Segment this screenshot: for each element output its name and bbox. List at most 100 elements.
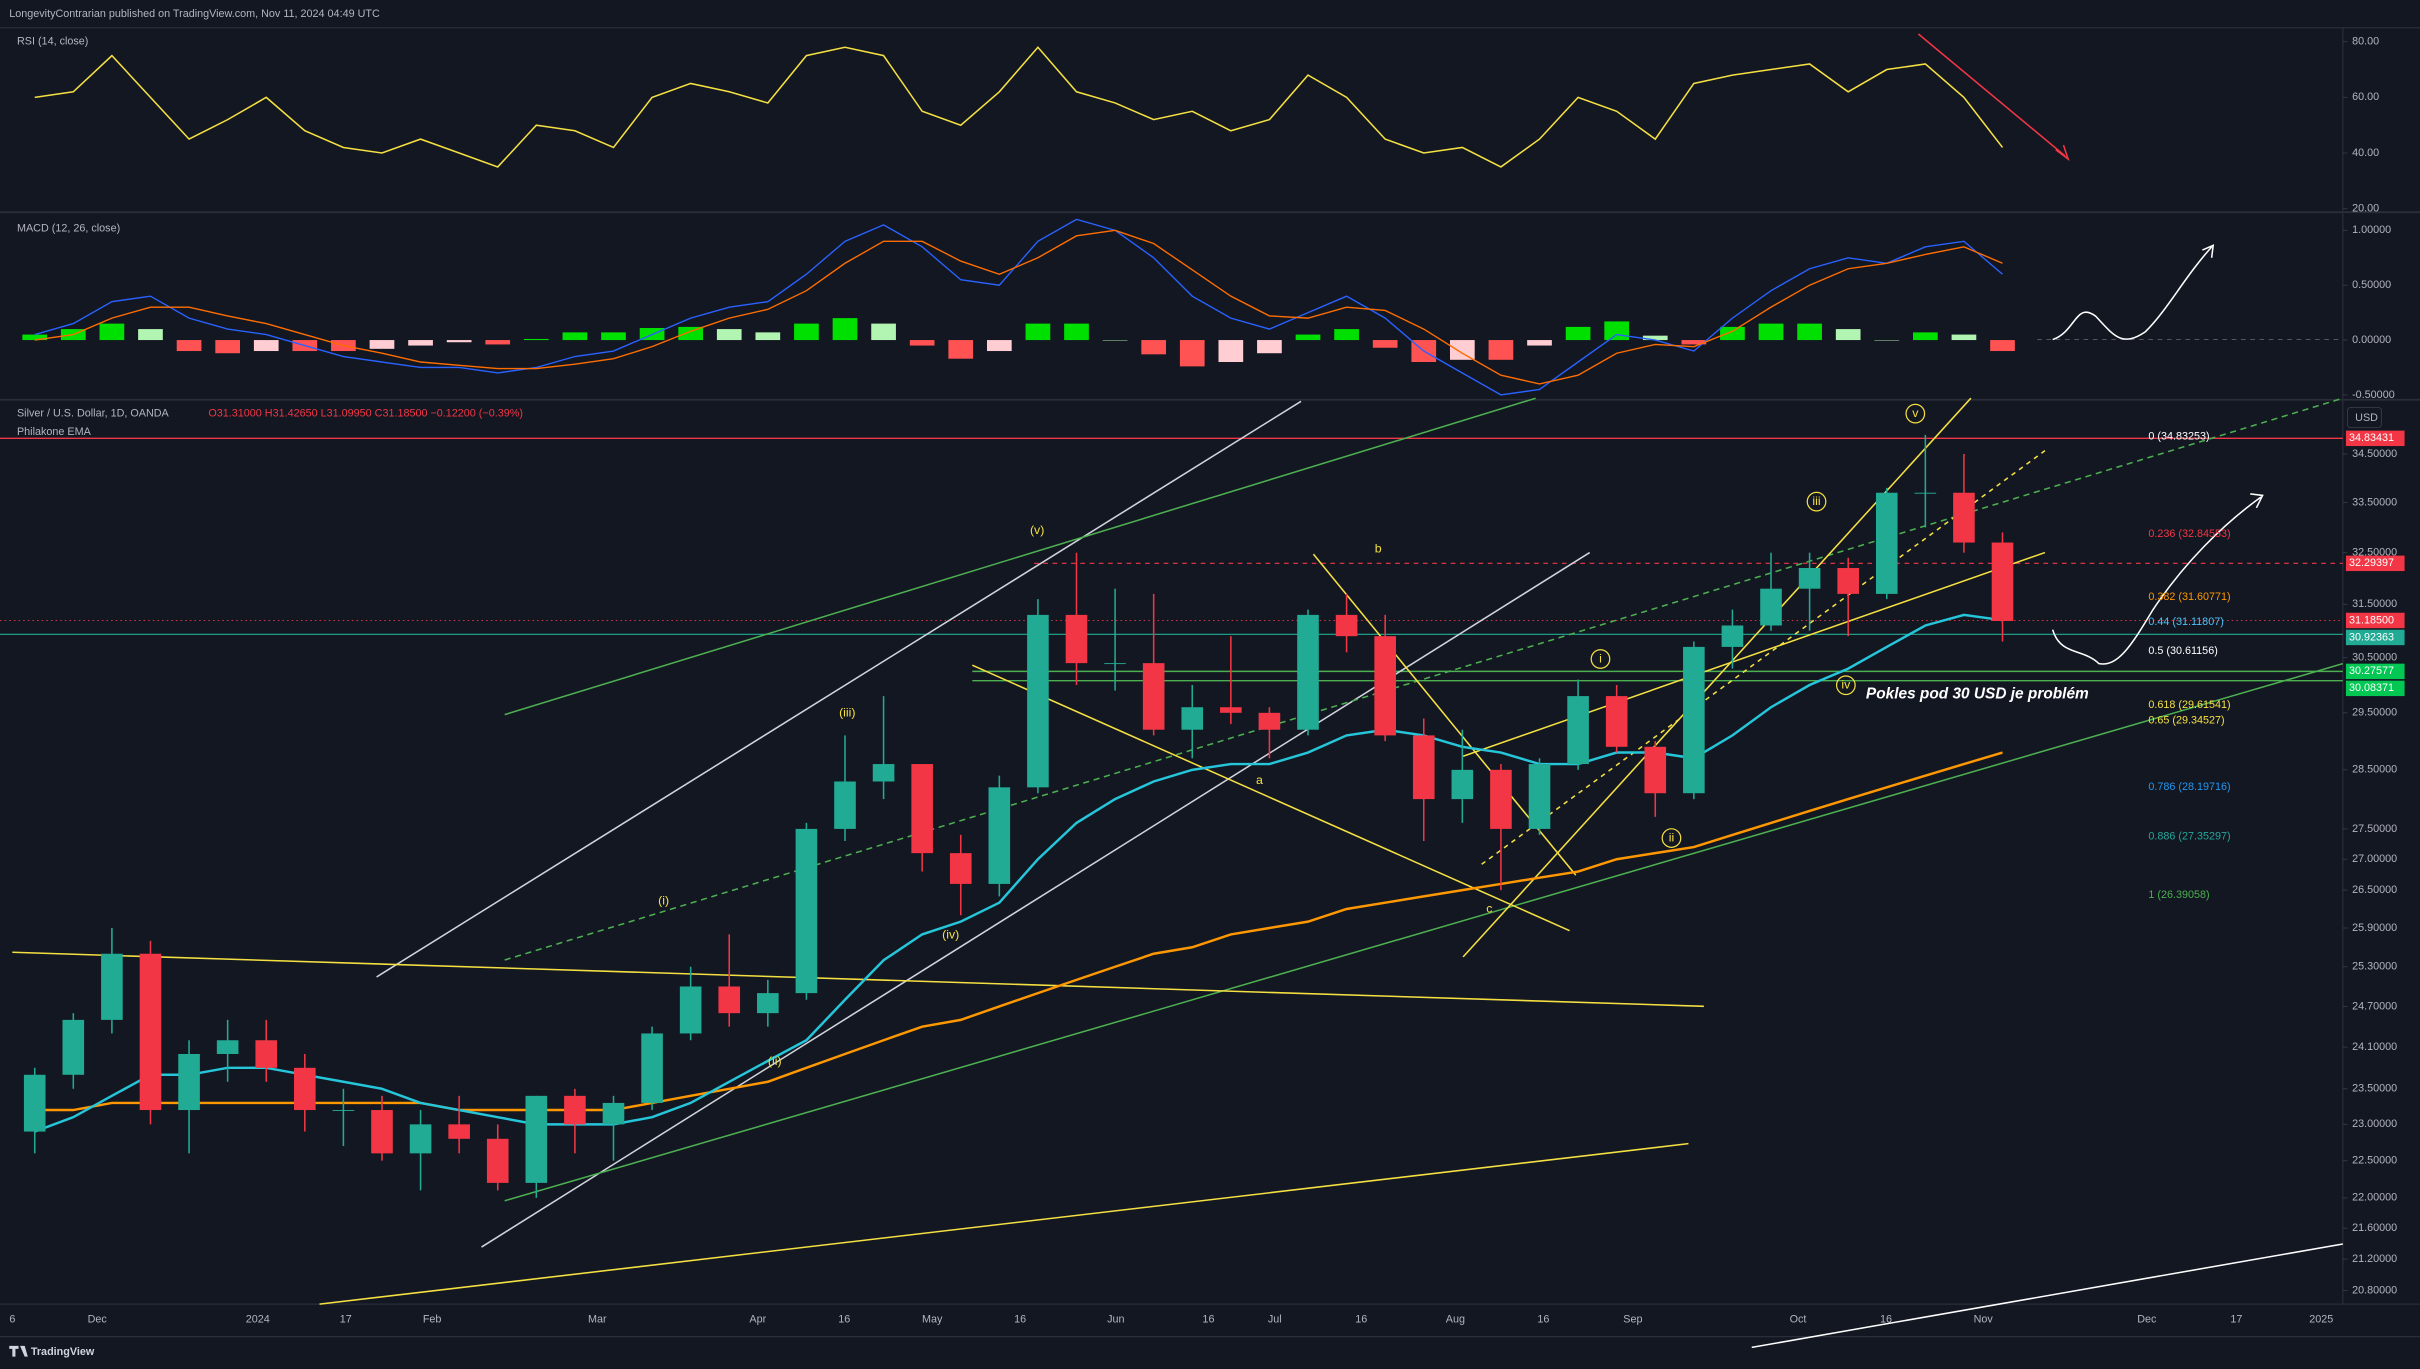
- currency[interactable]: USD: [2355, 412, 2378, 424]
- candle-body: [679, 986, 702, 1034]
- candle-body: [1374, 636, 1396, 736]
- histogram-bar: [1527, 340, 1552, 346]
- candle-body: [1644, 746, 1667, 794]
- candle-body: [641, 1033, 663, 1103]
- x-tick-label: Oct: [1790, 1313, 1807, 1325]
- histogram-bar: [446, 340, 472, 343]
- histogram-bar: [716, 329, 742, 341]
- x-tick-label: Nov: [1974, 1313, 1994, 1325]
- fib-label: 0.5 (30.61156): [2148, 645, 2217, 657]
- histogram-bar: [678, 326, 704, 341]
- candle-body: [1991, 542, 2014, 621]
- y-tick-label: 24.70000: [2352, 1000, 2397, 1012]
- wave-label: ii: [1669, 830, 1674, 844]
- x-tick-label: 17: [2230, 1313, 2242, 1325]
- wave-label: (v): [1030, 523, 1044, 537]
- histogram-bar: [601, 332, 626, 341]
- histogram-bar: [138, 329, 163, 341]
- y-tick-label: 40.00: [2352, 147, 2379, 159]
- candle-body: [1567, 696, 1589, 765]
- histogram-bar: [1604, 321, 1630, 341]
- price-tag: 31.18500: [2349, 614, 2394, 626]
- candle-body: [178, 1053, 200, 1111]
- histogram-bar: [1449, 340, 1475, 360]
- candle-body: [795, 828, 818, 994]
- levels: [0, 339, 2343, 682]
- x-tick-label: 6: [9, 1313, 15, 1325]
- price-tag-bg: [2345, 612, 2405, 629]
- candle-body: [1953, 492, 1975, 543]
- histogram-bar: [22, 334, 48, 341]
- fib-label: 0.65 (29.34527): [2148, 715, 2224, 727]
- wave-label: (ii): [768, 1054, 782, 1068]
- x-tick-label: Mar: [588, 1313, 607, 1325]
- y-tick-label: 25.90000: [2352, 922, 2397, 934]
- ohlc: O31.31000 H31.42650 L31.09950 C31.18500 …: [208, 407, 523, 419]
- x-tick-label: Dec: [2137, 1313, 2157, 1325]
- y-tick-label: 27.50000: [2352, 823, 2397, 835]
- histogram-bar: [1218, 340, 1244, 363]
- candle-body: [1798, 568, 1821, 589]
- ema-line: [34, 613, 2003, 1133]
- currency-box[interactable]: [2346, 407, 2382, 428]
- histogram-bar: [523, 338, 549, 341]
- histogram-bar: [909, 340, 935, 346]
- macd-label: MACD (12, 26, close): [17, 222, 120, 234]
- candle-body: [486, 1138, 509, 1183]
- histogram-bar: [1064, 323, 1089, 341]
- histogram-bar: [948, 340, 974, 359]
- candle-body: [1875, 492, 1898, 594]
- candle-body: [1104, 663, 1126, 665]
- x-tick-label: Apr: [749, 1313, 766, 1325]
- histogram-bar: [1835, 329, 1861, 341]
- fib-label: 1 (26.39058): [2148, 889, 2209, 901]
- histogram-bar: [1951, 334, 1977, 341]
- histogram-bar: [1758, 323, 1784, 341]
- y-tick-label: 21.20000: [2352, 1253, 2397, 1265]
- histogram-bar: [1295, 334, 1321, 341]
- histogram-bar: [1565, 326, 1591, 341]
- wave-label: i: [1599, 651, 1602, 665]
- candle-body: [911, 764, 933, 854]
- candle-body: [1220, 707, 1242, 713]
- candle-body: [371, 1110, 393, 1154]
- candle-body: [23, 1074, 46, 1132]
- fib-label: 0 (34.83253): [2148, 431, 2209, 443]
- histogram-bar: [1257, 340, 1282, 354]
- y-tick-label: 26.50000: [2352, 884, 2397, 896]
- wave-circle: [1835, 675, 1856, 696]
- histogram-bar: [1681, 340, 1707, 345]
- candle-body: [834, 781, 856, 829]
- x-tick-label: Jun: [1107, 1313, 1124, 1325]
- candle-body: [1528, 764, 1551, 829]
- histogram-bar: [755, 332, 781, 341]
- candle-body: [255, 1040, 278, 1068]
- signal-line: [34, 229, 2003, 385]
- candle-body: [718, 986, 741, 1014]
- candle-body: [1490, 769, 1512, 829]
- candle-body: [448, 1124, 470, 1139]
- candle-body: [216, 1040, 239, 1054]
- histogram-bar: [1334, 329, 1359, 341]
- histogram-bar: [253, 340, 279, 352]
- wave-label: iii: [1812, 494, 1820, 508]
- histogram-bar: [99, 323, 125, 341]
- histogram-bar: [1642, 335, 1668, 341]
- candle-body: [1335, 614, 1358, 637]
- candle-body: [332, 1110, 355, 1111]
- note: Pokles pod 30 USD je problém: [1866, 686, 2089, 703]
- candle-body: [139, 953, 162, 1111]
- candle-body: [101, 953, 123, 1020]
- wave-label: (iii): [839, 705, 855, 719]
- x-tick-label: Feb: [423, 1313, 442, 1325]
- rsi-label: RSI (14, close): [17, 36, 88, 48]
- candle-body: [988, 787, 1011, 884]
- wave-circle: [1590, 649, 1611, 669]
- y-tick-label: -0.50000: [2352, 389, 2395, 401]
- histogram-bar: [1990, 340, 2015, 352]
- y-tick-label: 60.00: [2352, 91, 2379, 103]
- brand: TradingView: [31, 1346, 95, 1358]
- histogram-bar: [176, 340, 202, 352]
- y-tick-label: 0.00000: [2352, 334, 2391, 346]
- candle-body: [1181, 707, 1204, 730]
